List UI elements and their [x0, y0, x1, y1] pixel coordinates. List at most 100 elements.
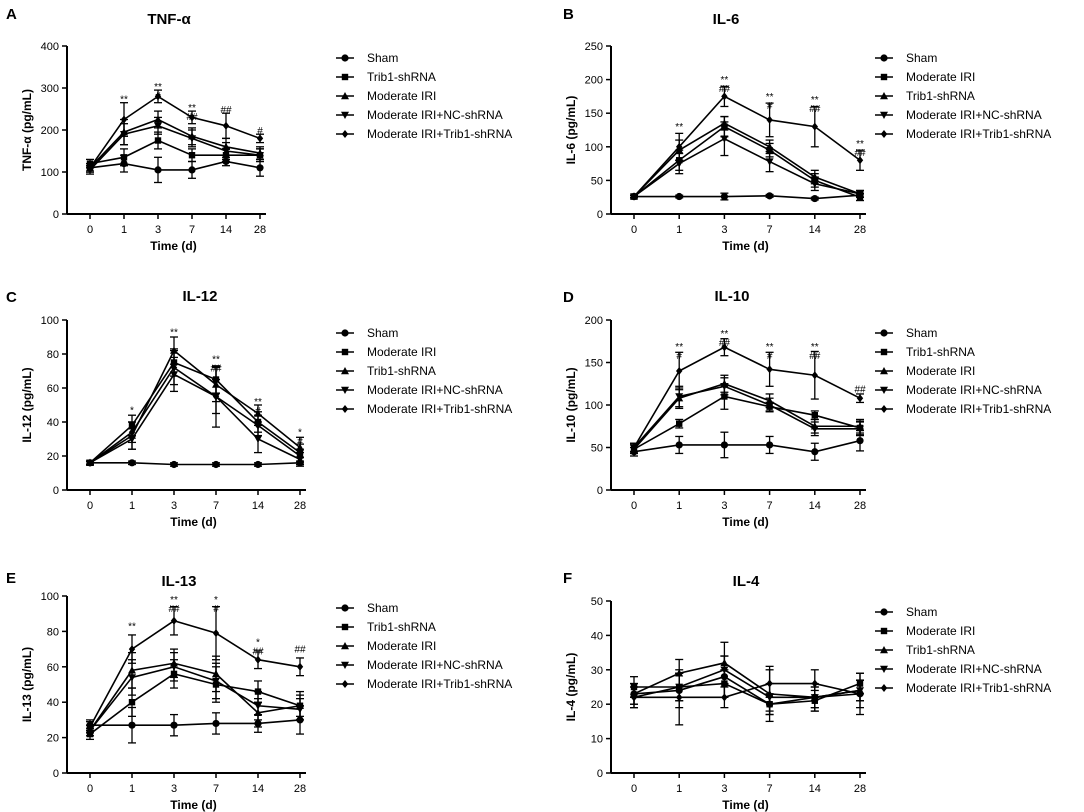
legend-marker [880, 92, 888, 100]
legend-entry: Trib1-shRNA [875, 643, 975, 657]
chart-title: TNF-α [147, 11, 191, 28]
legend-entry: Moderate IRI+NC-shRNA [875, 108, 1042, 122]
legend-marker [341, 348, 349, 356]
data-point [630, 443, 638, 452]
x-tick-label: 0 [87, 224, 93, 236]
data-point [675, 441, 683, 449]
data-point [676, 367, 683, 375]
data-point [212, 392, 220, 401]
legend-label: Trib1-shRNA [367, 620, 436, 634]
series-trib1-shrna [630, 641, 864, 723]
data-point [170, 363, 178, 372]
data-point [766, 115, 773, 124]
data-point [212, 629, 220, 638]
data-point [254, 460, 262, 469]
data-point [222, 147, 230, 155]
y-tick-label: 300 [41, 83, 59, 95]
series-moderate-iri-trib1-shrna [86, 605, 304, 733]
legend-entry: Moderate IRI+Trib1-shRNA [336, 677, 512, 691]
legend-entry: Moderate IRI+Trib1-shRNA [875, 127, 1051, 141]
data-point [811, 448, 819, 456]
data-point [128, 645, 136, 654]
y-axis-label: IL-13 (pg/mL) [20, 647, 34, 722]
significance-label: # [297, 437, 303, 448]
chart-panel-d: D IL-10 0 50 100 150 200 0 1 3 7 14 28 Time (d) IL-10 … [563, 288, 1051, 529]
y-tick-label: 40 [47, 697, 59, 709]
data-point [212, 460, 220, 469]
significance-label: # [767, 351, 773, 362]
y-tick-label: 0 [53, 209, 59, 221]
series-line [89, 124, 261, 171]
data-point [212, 719, 220, 728]
data-point [765, 401, 774, 409]
legend-entry: Trib1-shRNA [875, 345, 975, 359]
significance-label: ** [675, 122, 683, 133]
data-point [170, 663, 178, 671]
series-moderate-iri [86, 348, 304, 466]
x-tick-label: 28 [854, 500, 866, 512]
series-sham [630, 429, 864, 461]
x-tick-label: 14 [809, 500, 821, 512]
significance-label: ** [721, 329, 729, 340]
legend-label: Moderate IRI+Trib1-shRNA [367, 402, 512, 416]
x-tick-label: 28 [294, 500, 306, 512]
x-tick-label: 1 [676, 500, 682, 512]
x-tick-label: 14 [252, 783, 264, 795]
legend-entry: Moderate IRI+NC-shRNA [336, 383, 503, 397]
y-axis-label: IL-4 (pg/mL) [564, 653, 578, 722]
data-point [212, 677, 220, 685]
legend-entry: Moderate IRI+NC-shRNA [875, 383, 1042, 397]
series-line [633, 668, 861, 699]
data-point [721, 92, 728, 101]
legend-label: Trib1-shRNA [906, 643, 975, 657]
y-tick-label: 150 [585, 358, 603, 370]
legend-marker [880, 130, 888, 138]
legend-entry: Moderate IRI [875, 70, 975, 84]
legend-label: Moderate IRI+NC-shRNA [906, 108, 1042, 122]
legend-label: Sham [906, 326, 937, 340]
y-tick-label: 60 [47, 383, 59, 395]
data-point [811, 412, 818, 419]
panel-letter: E [6, 570, 16, 587]
series-line [89, 366, 301, 464]
series-trib1-shrna [86, 659, 304, 741]
y-tick-label: 0 [597, 768, 603, 780]
legend-label: Trib1-shRNA [906, 345, 975, 359]
data-point [810, 180, 819, 188]
significance-label: ## [809, 351, 821, 362]
chart-title: IL-13 [161, 573, 196, 590]
x-tick-label: 28 [854, 224, 866, 236]
data-point [188, 152, 196, 159]
significance-label: ## [719, 338, 731, 349]
significance-label: ** [721, 75, 729, 86]
significance-label: ** [811, 342, 819, 353]
x-axis-label: Time (d) [150, 239, 196, 253]
legend-label: Moderate IRI+NC-shRNA [906, 383, 1042, 397]
legend-entry: Sham [875, 326, 937, 340]
data-point [296, 706, 304, 714]
legend-entry: Moderate IRI+Trib1-shRNA [336, 402, 512, 416]
y-tick-label: 200 [585, 315, 603, 327]
legend-label: Sham [367, 601, 398, 615]
significance-label: # [676, 351, 682, 362]
series-moderate-iri [630, 374, 864, 455]
significance-label: ** [154, 82, 162, 93]
legend-label: Moderate IRI+Trib1-shRNA [367, 127, 512, 141]
x-tick-label: 14 [252, 500, 264, 512]
legend-marker [880, 665, 888, 673]
x-tick-label: 28 [294, 783, 306, 795]
x-tick-label: 7 [189, 224, 195, 236]
legend-label: Sham [906, 605, 937, 619]
data-point [856, 437, 864, 445]
data-point [675, 393, 684, 401]
legend-entry: Trib1-shRNA [336, 364, 436, 378]
significance-label: ## [854, 384, 866, 395]
x-axis-label: Time (d) [722, 515, 768, 529]
legend-entry: Moderate IRI+Trib1-shRNA [875, 402, 1051, 416]
significance-label: # [213, 604, 219, 615]
y-tick-label: 150 [585, 108, 603, 120]
legend-marker [341, 661, 349, 669]
legend-entry: Moderate IRI+NC-shRNA [875, 662, 1042, 676]
data-point [856, 156, 864, 165]
significance-label: # [767, 101, 773, 112]
